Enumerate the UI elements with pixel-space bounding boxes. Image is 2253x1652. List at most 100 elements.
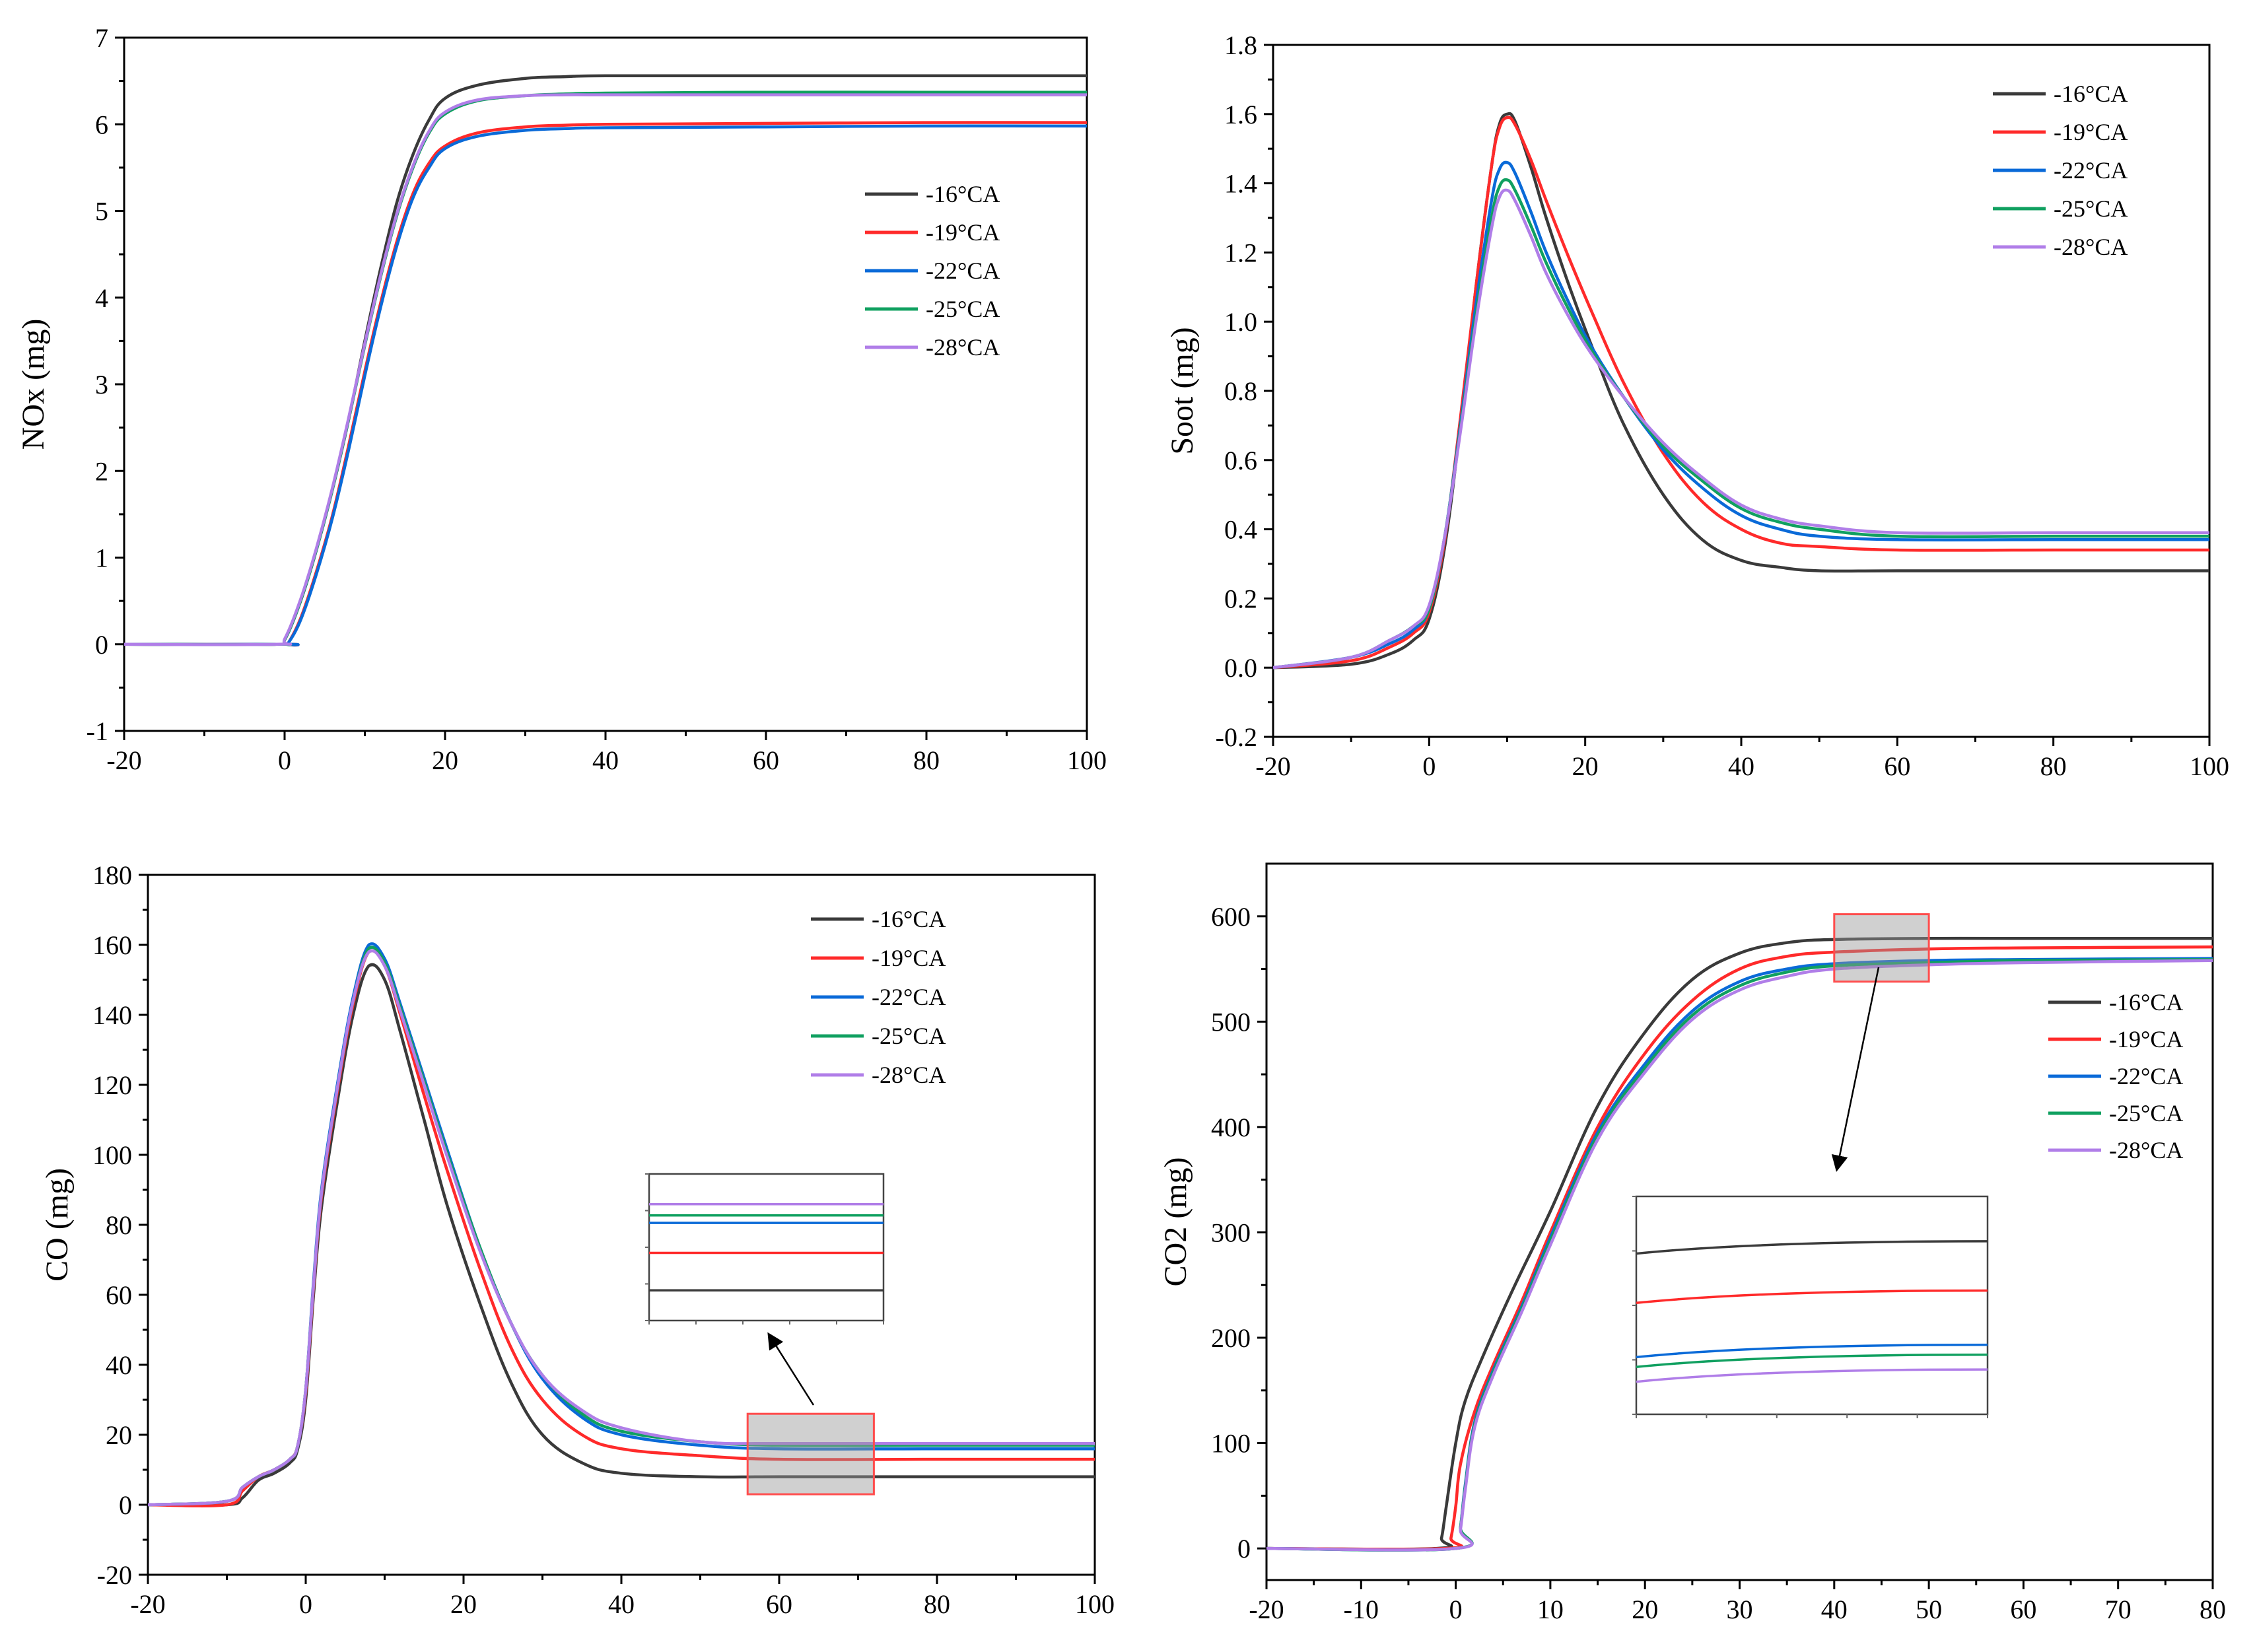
y-tick-label: 200 — [1211, 1323, 1251, 1353]
zoom-region-box — [746, 1412, 875, 1496]
x-tick-label: 60 — [1884, 751, 1910, 781]
x-tick-label: 30 — [1727, 1595, 1753, 1624]
y-tick-label: 1.2 — [1224, 238, 1257, 267]
legend-label-1: -16°CA — [2054, 81, 2128, 107]
y-axis-label: Soot (mg) — [1165, 327, 1200, 454]
series-group — [1266, 936, 2213, 1552]
x-tick-label: -10 — [1344, 1595, 1379, 1624]
y-tick-label: -0.2 — [1216, 722, 1257, 752]
legend-label-5: -28°CA — [2109, 1137, 2183, 1163]
x-tick-label: 20 — [432, 745, 458, 775]
inset-series-line-5 — [1636, 1368, 1988, 1383]
zoom-region-box — [1833, 913, 1930, 983]
y-tick-label: 0.4 — [1224, 515, 1257, 545]
series-line-5 — [1266, 959, 2213, 1552]
y-tick-label: 6 — [95, 110, 108, 139]
legend-label-3: -22°CA — [872, 984, 946, 1010]
series-line-4 — [148, 946, 1095, 1507]
y-axis-label: CO (mg) — [40, 1168, 75, 1282]
series-group — [1273, 112, 2209, 670]
x-tick-label: -20 — [1249, 1595, 1284, 1624]
series-line-5 — [124, 93, 1087, 646]
series-line-5 — [1273, 188, 2209, 670]
y-tick-label: 40 — [106, 1350, 132, 1380]
y-tick-label: 1.6 — [1224, 100, 1257, 129]
x-tick-label: 100 — [2190, 751, 2229, 781]
series-group — [124, 74, 1087, 647]
y-tick-label: 0.2 — [1224, 584, 1257, 613]
legend-label-2: -19°CA — [872, 945, 946, 971]
series-line-2 — [148, 949, 1095, 1507]
series-line-1 — [1266, 936, 2213, 1551]
legend-label-5: -28°CA — [872, 1062, 946, 1088]
legend-label-3: -22°CA — [2054, 157, 2128, 184]
x-tick-label: 60 — [753, 745, 779, 775]
inset-series-line-4 — [1636, 1353, 1988, 1369]
legend-label-4: -25°CA — [872, 1023, 946, 1049]
y-tick-label: 180 — [92, 860, 132, 890]
x-tick-label: 60 — [2010, 1595, 2036, 1624]
y-tick-label: 3 — [95, 370, 108, 399]
y-tick-label: 60 — [106, 1280, 132, 1310]
series-line-2 — [1266, 945, 2213, 1551]
series-line-3 — [124, 124, 1087, 647]
y-tick-label: 0 — [95, 630, 108, 660]
series-line-3 — [148, 942, 1095, 1507]
x-tick-label: 60 — [766, 1589, 792, 1619]
y-tick-label: 4 — [95, 283, 108, 313]
x-tick-label: -20 — [130, 1589, 165, 1619]
series-group — [148, 942, 1095, 1507]
x-tick-label: 80 — [2200, 1595, 2226, 1624]
zoom-inset — [1632, 1195, 1989, 1418]
y-tick-label: 600 — [1211, 902, 1251, 932]
x-tick-label: 0 — [1422, 751, 1436, 781]
y-tick-label: 20 — [106, 1420, 132, 1450]
legend: -16°CA -19°CA -22°CA -25°CA -28°CA — [865, 181, 1000, 361]
x-tick-label: 40 — [592, 745, 619, 775]
x-tick-label: 0 — [299, 1589, 312, 1619]
x-tick-label: 40 — [608, 1589, 635, 1619]
zoom-arrow — [1831, 967, 1880, 1172]
x-tick-label: 0 — [278, 745, 291, 775]
x-tick-label: 40 — [1821, 1595, 1848, 1624]
x-tick-label: 40 — [1728, 751, 1754, 781]
x-tick-label: -20 — [1255, 751, 1290, 781]
y-tick-label: 500 — [1211, 1007, 1251, 1037]
y-tick-label: 140 — [92, 1000, 132, 1030]
y-tick-label: 0 — [119, 1490, 132, 1520]
y-tick-label: 100 — [1211, 1429, 1251, 1459]
y-tick-label: 0 — [1237, 1534, 1251, 1564]
series-line-1 — [148, 963, 1095, 1507]
y-axis-label: NOx (mg) — [16, 319, 51, 450]
y-axis-label: CO2 (mg) — [1158, 1157, 1193, 1287]
legend-label-4: -25°CA — [926, 296, 1000, 322]
x-tick-label: 20 — [450, 1589, 477, 1619]
x-tick-label: 100 — [1067, 745, 1107, 775]
inset-frame — [648, 1173, 885, 1322]
x-tick-label: 20 — [1572, 751, 1599, 781]
x-tick-label: 50 — [1916, 1595, 1942, 1624]
legend-label-5: -28°CA — [2054, 234, 2128, 260]
y-tick-label: 80 — [106, 1210, 132, 1240]
legend-label-2: -19°CA — [2109, 1026, 2183, 1052]
y-tick-label: 400 — [1211, 1113, 1251, 1142]
legend-label-5: -28°CA — [926, 334, 1000, 361]
inset-series-line-1 — [1636, 1240, 1988, 1255]
legend-label-2: -19°CA — [2054, 119, 2128, 145]
x-tick-label: 80 — [2040, 751, 2067, 781]
x-tick-label: 0 — [1449, 1595, 1463, 1624]
y-tick-label: 120 — [92, 1070, 132, 1100]
legend: -16°CA -19°CA -22°CA -25°CA -28°CA — [2048, 989, 2183, 1163]
inset-series-line-3 — [1636, 1343, 1988, 1359]
x-tick-label: 100 — [1075, 1589, 1115, 1619]
y-tick-label: 0.8 — [1224, 376, 1257, 406]
plot-frame — [123, 36, 1088, 732]
y-tick-label: -1 — [87, 716, 108, 746]
x-tick-label: 70 — [2105, 1595, 2132, 1624]
legend-label-4: -25°CA — [2109, 1100, 2183, 1126]
legend-label-3: -22°CA — [926, 258, 1000, 284]
plot-frame — [147, 874, 1096, 1576]
y-tick-label: 0.0 — [1224, 653, 1257, 683]
x-tick-label: -20 — [106, 745, 141, 775]
